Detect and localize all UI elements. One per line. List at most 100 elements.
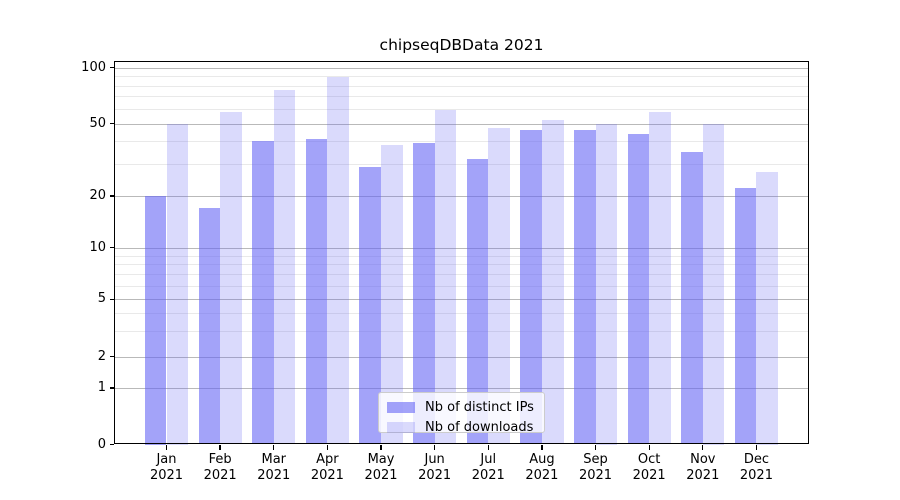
- legend-swatch-downloads: [387, 422, 415, 433]
- bar-distinct-ips-apr-2021: [305, 139, 328, 445]
- x-tick-label: Oct 2021: [617, 452, 681, 483]
- y-tick-label: 5: [97, 291, 106, 307]
- bar-downloads-dec-2021: [756, 172, 779, 445]
- y-tick-label: 20: [89, 188, 106, 203]
- x-tick-month: Jul: [480, 452, 497, 467]
- gridline-major: [114, 196, 809, 197]
- legend-item-distinct-ips: Nb of distinct IPs: [379, 398, 544, 418]
- x-tick-mark: [219, 445, 221, 450]
- x-tick-year: 2021: [257, 467, 291, 483]
- gridline-minor: [114, 96, 809, 98]
- bar-distinct-ips-sep-2021: [573, 130, 596, 445]
- legend-label-downloads: Nb of downloads: [425, 420, 534, 435]
- x-tick-mark: [594, 445, 597, 450]
- x-tick-label: Apr 2021: [295, 452, 359, 483]
- bar-downloads-aug-2021: [541, 120, 564, 445]
- x-tick-year: 2021: [686, 467, 720, 483]
- y-tick-mark: [110, 195, 114, 197]
- x-tick-mark: [487, 445, 489, 450]
- bar-downloads-nov-2021: [702, 123, 725, 445]
- bar-distinct-ips-jan-2021: [144, 196, 167, 445]
- bar-downloads-jul-2021: [488, 128, 510, 445]
- gridline-minor: [114, 264, 809, 266]
- x-tick-month: Mar: [261, 452, 287, 467]
- x-tick-month: Sep: [583, 452, 608, 467]
- gridline-major: [114, 67, 809, 69]
- gridline-minor: [114, 274, 809, 276]
- bar-distinct-ips-mar-2021: [252, 141, 274, 445]
- y-tick-label: 0: [97, 436, 106, 452]
- x-tick-year: 2021: [739, 467, 773, 483]
- y-tick-mark: [110, 387, 114, 389]
- x-tick-mark: [541, 445, 543, 450]
- legend-item-downloads: Nb of downloads: [379, 418, 544, 438]
- bar-distinct-ips-dec-2021: [734, 188, 757, 445]
- gridline-minor: [114, 255, 809, 257]
- x-tick-label: Nov 2021: [671, 452, 735, 483]
- gridline-minor: [114, 285, 809, 287]
- x-tick-month: May: [367, 452, 395, 467]
- y-tick-label: 100: [81, 59, 106, 75]
- y-tick-mark: [110, 298, 114, 300]
- x-tick-mark: [326, 445, 329, 450]
- bar-distinct-ips-nov-2021: [681, 151, 703, 445]
- x-tick-month: Apr: [316, 452, 339, 467]
- gridline-minor: [114, 163, 809, 165]
- x-tick-year: 2021: [418, 467, 452, 483]
- y-tick-label: 1: [97, 380, 106, 395]
- legend: Nb of distinct IPs Nb of downloads: [378, 392, 545, 435]
- gridline-major: [114, 356, 809, 358]
- gridline-minor: [114, 313, 809, 315]
- bar-downloads-apr-2021: [327, 76, 349, 445]
- y-tick-mark: [110, 443, 114, 446]
- x-tick-year: 2021: [310, 467, 344, 483]
- x-tick-year: 2021: [203, 467, 237, 483]
- x-tick-month: Feb: [208, 452, 232, 467]
- y-tick-label: 50: [89, 115, 106, 131]
- x-tick-year: 2021: [149, 467, 184, 483]
- x-tick-mark: [273, 445, 275, 450]
- x-tick-label: Aug 2021: [510, 452, 574, 483]
- x-tick-label: Feb 2021: [188, 452, 252, 483]
- bar-downloads-feb-2021: [220, 111, 242, 445]
- y-tick-mark: [110, 122, 114, 125]
- bar-distinct-ips-oct-2021: [627, 133, 650, 445]
- x-tick-year: 2021: [578, 467, 613, 483]
- gridline-minor: [114, 141, 809, 143]
- gridline-major: [114, 388, 809, 389]
- x-tick-mark: [648, 445, 650, 450]
- y-tick-mark: [110, 66, 114, 69]
- bar-distinct-ips-may-2021: [359, 166, 381, 445]
- x-tick-label: May 2021: [349, 452, 413, 483]
- x-tick-label: Dec 2021: [724, 452, 788, 483]
- gridline-minor: [114, 331, 809, 333]
- bar-downloads-jan-2021: [166, 123, 189, 445]
- x-tick-month: Oct: [637, 452, 661, 467]
- y-tick-mark: [110, 355, 114, 358]
- y-tick-mark: [110, 247, 114, 249]
- chart-title: chipseqDBData 2021: [379, 36, 544, 54]
- gridline-major: [114, 247, 809, 249]
- bar-distinct-ips-feb-2021: [198, 208, 221, 445]
- gridline-major: [114, 123, 809, 125]
- x-tick-mark: [165, 445, 168, 450]
- y-tick-label: 2: [97, 348, 106, 364]
- x-tick-month: Jan: [156, 452, 177, 467]
- x-tick-mark: [755, 445, 758, 450]
- bar-distinct-ips-aug-2021: [520, 130, 542, 445]
- y-tick-label: 10: [89, 239, 106, 255]
- x-tick-label: Jan 2021: [135, 452, 199, 483]
- x-tick-mark: [702, 445, 704, 450]
- legend-swatch-distinct-ips: [387, 402, 415, 413]
- x-tick-month: Nov: [690, 452, 716, 467]
- x-tick-year: 2021: [364, 467, 398, 483]
- x-tick-mark: [380, 445, 382, 450]
- bar-downloads-sep-2021: [595, 123, 618, 445]
- gridline-major: [114, 299, 809, 301]
- bar-downloads-may-2021: [381, 145, 403, 445]
